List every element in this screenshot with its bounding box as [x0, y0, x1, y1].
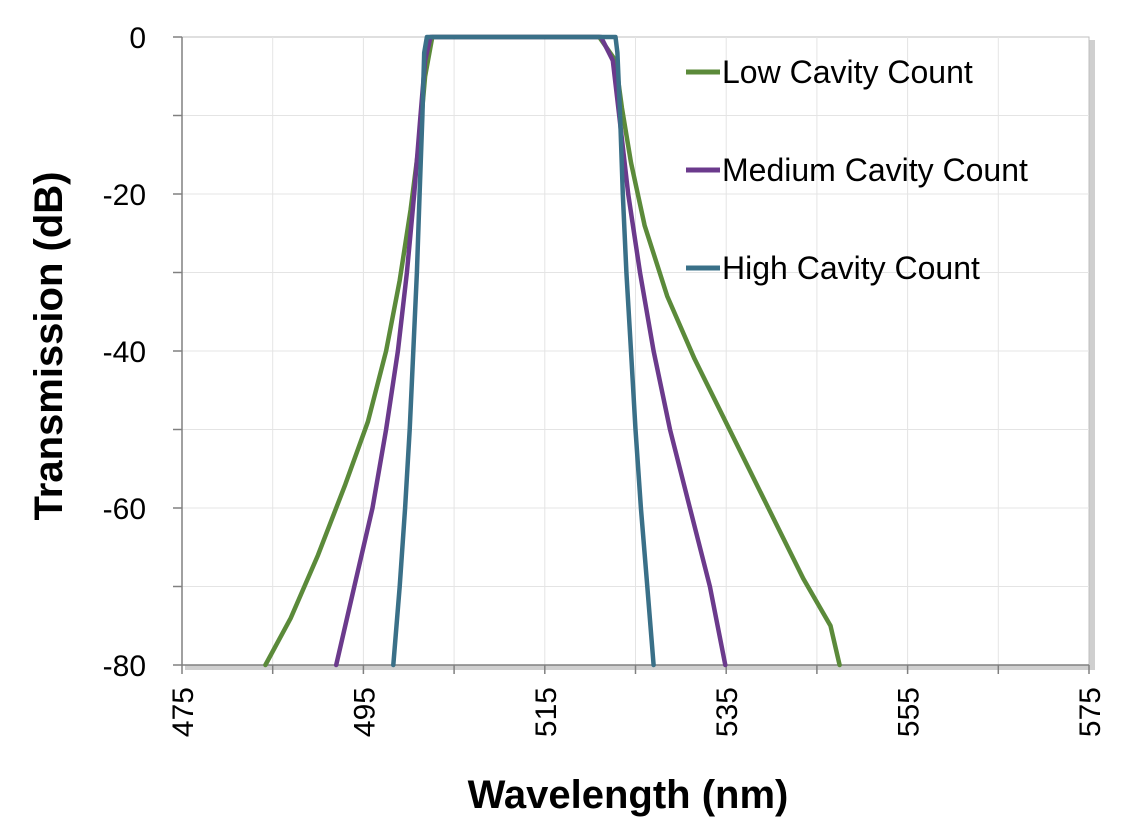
legend-label: High Cavity Count	[722, 250, 980, 286]
y-tick-label: -60	[103, 493, 146, 526]
y-tick-label: 0	[129, 22, 146, 55]
y-tick-label: -40	[103, 336, 146, 369]
tick-labels: 0 -20 -40 -60 -80 475 495 515 535 555 575	[103, 22, 1107, 737]
y-tick-label: -20	[103, 179, 146, 212]
x-tick-label: 515	[530, 687, 563, 737]
x-tick-label: 535	[711, 687, 744, 737]
series-line	[391, 34, 656, 668]
axes	[173, 36, 1090, 674]
x-tick-label: 555	[893, 687, 926, 737]
y-tick-label: -80	[103, 650, 146, 683]
x-tick-label: 575	[1074, 687, 1107, 737]
legend-label: Medium Cavity Count	[722, 152, 1028, 188]
legend-label: Low Cavity Count	[722, 54, 973, 90]
x-tick-label: 495	[348, 687, 381, 737]
y-axis-title: Transmission (dB)	[27, 172, 71, 521]
x-tick-label: 475	[167, 687, 200, 737]
series-lines	[263, 34, 842, 668]
legend: Low Cavity Count Medium Cavity Count High …	[686, 54, 1028, 286]
x-axis-title: Wavelength (nm)	[468, 773, 789, 817]
